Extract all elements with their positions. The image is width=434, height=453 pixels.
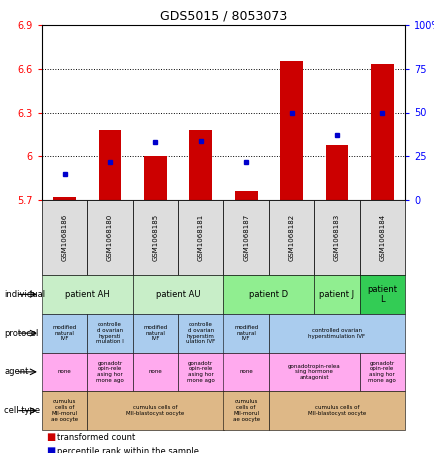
Bar <box>144 156 166 200</box>
Text: GSM1068183: GSM1068183 <box>333 214 339 261</box>
Text: patient AU: patient AU <box>155 290 200 299</box>
Bar <box>99 130 121 200</box>
Bar <box>325 145 348 200</box>
Text: gonadotr
opin-rele
asing hor
mone ago: gonadotr opin-rele asing hor mone ago <box>368 361 395 383</box>
Text: cumulus cells of
MII-blastocyst oocyte: cumulus cells of MII-blastocyst oocyte <box>307 405 365 416</box>
Text: cumulus cells of
MII-blastocyst oocyte: cumulus cells of MII-blastocyst oocyte <box>126 405 184 416</box>
Text: ■: ■ <box>46 446 56 453</box>
Text: agent: agent <box>4 367 29 376</box>
Text: GSM1068181: GSM1068181 <box>197 214 204 261</box>
Text: patient J: patient J <box>319 290 354 299</box>
Text: patient D: patient D <box>249 290 288 299</box>
Text: gonadotr
opin-rele
asing hor
mone ago: gonadotr opin-rele asing hor mone ago <box>96 361 124 383</box>
Title: GDS5015 / 8053073: GDS5015 / 8053073 <box>160 10 286 23</box>
Text: controlle
d ovarian
hyperstim
ulation IVF: controlle d ovarian hyperstim ulation IV… <box>186 322 215 344</box>
Text: percentile rank within the sample: percentile rank within the sample <box>57 447 199 453</box>
Text: GSM1068185: GSM1068185 <box>152 214 158 261</box>
Bar <box>370 64 393 200</box>
Text: gonadotropin-relea
sing hormone
antagonist: gonadotropin-relea sing hormone antagoni… <box>287 364 340 380</box>
Text: modified
natural
IVF: modified natural IVF <box>143 325 167 342</box>
Text: cumulus
cells of
MII-morul
ae oocyte: cumulus cells of MII-morul ae oocyte <box>232 400 259 422</box>
Text: individual: individual <box>4 290 46 299</box>
Text: transformed count: transformed count <box>57 433 135 442</box>
Text: cell type: cell type <box>4 406 40 415</box>
Text: gonadotr
opin-rele
asing hor
mone ago: gonadotr opin-rele asing hor mone ago <box>187 361 214 383</box>
Text: cumulus
cells of
MII-morul
ae oocyte: cumulus cells of MII-morul ae oocyte <box>51 400 78 422</box>
Text: ■: ■ <box>46 432 56 442</box>
Text: modified
natural
IVF: modified natural IVF <box>53 325 77 342</box>
Text: patient AH: patient AH <box>65 290 109 299</box>
Bar <box>279 62 302 200</box>
Text: patient
L: patient L <box>366 284 396 304</box>
Text: none: none <box>148 369 162 374</box>
Text: GSM1068186: GSM1068186 <box>62 214 68 261</box>
Text: controlle
d ovarian
hypersti
mulation I: controlle d ovarian hypersti mulation I <box>96 322 124 344</box>
Text: modified
natural
IVF: modified natural IVF <box>233 325 258 342</box>
Text: GSM1068187: GSM1068187 <box>243 214 249 261</box>
Text: controlled ovarian
hyperstimulation IVF: controlled ovarian hyperstimulation IVF <box>308 328 365 338</box>
Text: GSM1068180: GSM1068180 <box>107 214 113 261</box>
Text: none: none <box>58 369 72 374</box>
Bar <box>234 191 257 200</box>
Text: GSM1068184: GSM1068184 <box>378 214 385 261</box>
Text: protocol: protocol <box>4 328 39 337</box>
Bar <box>189 130 212 200</box>
Text: GSM1068182: GSM1068182 <box>288 214 294 261</box>
Text: none: none <box>239 369 253 374</box>
Bar <box>53 197 76 200</box>
